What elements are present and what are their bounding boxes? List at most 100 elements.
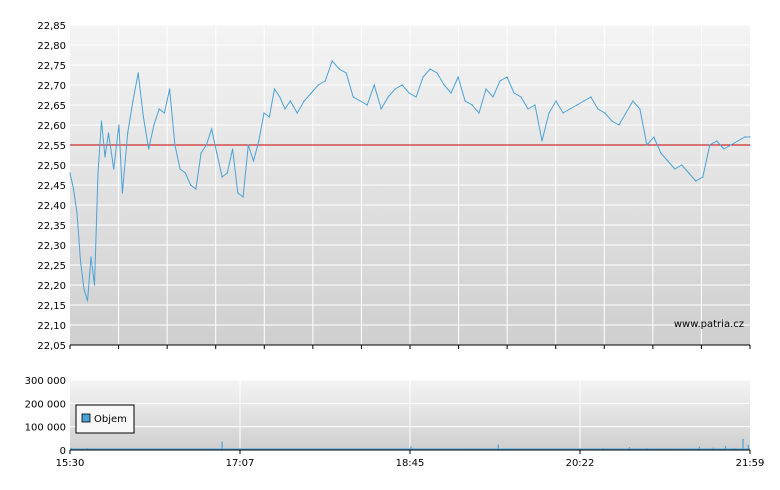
price-y-tick-label: 22,50 bbox=[37, 161, 66, 172]
price-point bbox=[205, 144, 207, 146]
price-point bbox=[394, 88, 396, 90]
price-y-tick-label: 22,20 bbox=[37, 281, 66, 292]
price-y-tick-label: 22,30 bbox=[37, 241, 66, 252]
volume-bar bbox=[747, 444, 749, 450]
price-y-tick-label: 22,45 bbox=[37, 181, 66, 192]
price-point bbox=[107, 132, 110, 134]
price-point bbox=[83, 288, 85, 290]
price-point bbox=[345, 72, 347, 74]
price-point bbox=[72, 188, 75, 190]
price-point bbox=[324, 80, 326, 82]
price-point bbox=[548, 112, 550, 114]
price-point bbox=[401, 84, 403, 86]
price-point bbox=[359, 100, 361, 102]
price-point bbox=[69, 172, 71, 174]
price-point bbox=[744, 136, 746, 138]
price-point bbox=[632, 100, 634, 102]
volume-x-axis-labels: 15:30 17:07 18:45 20:22 21:59 bbox=[56, 450, 764, 469]
price-point bbox=[352, 96, 354, 98]
price-point bbox=[284, 108, 286, 110]
price-point bbox=[513, 92, 515, 94]
price-point bbox=[653, 136, 655, 138]
price-y-tick-label: 22,75 bbox=[37, 61, 66, 72]
price-point bbox=[296, 112, 298, 114]
price-point bbox=[569, 108, 571, 110]
price-point bbox=[268, 116, 270, 118]
price-point bbox=[121, 192, 123, 194]
price-point bbox=[660, 152, 662, 154]
price-point bbox=[226, 172, 228, 174]
price-point bbox=[611, 120, 613, 122]
price-point bbox=[247, 144, 249, 146]
price-point bbox=[142, 116, 144, 118]
price-point bbox=[639, 108, 641, 110]
price-point bbox=[541, 140, 543, 142]
price-point bbox=[562, 112, 564, 114]
price-point bbox=[289, 100, 291, 102]
price-y-tick-label: 22,25 bbox=[37, 261, 66, 272]
volume-bar bbox=[698, 446, 700, 450]
price-point bbox=[118, 124, 120, 126]
price-point bbox=[200, 152, 202, 154]
price-point bbox=[436, 72, 438, 74]
volume-x-tick-label: 17:07 bbox=[226, 458, 255, 469]
volume-panel: 0 100 000 200 000 300 000 15:30 17:07 18:45 20… bbox=[25, 376, 765, 469]
price-y-tick-label: 22,70 bbox=[37, 81, 66, 92]
volume-x-tick-label: 20:22 bbox=[566, 458, 595, 469]
price-point bbox=[681, 164, 683, 166]
volume-y-axis-labels: 0 100 000 200 000 300 000 bbox=[25, 376, 66, 457]
price-point bbox=[485, 88, 487, 90]
price-point bbox=[184, 172, 186, 174]
price-point bbox=[113, 168, 115, 170]
price-point bbox=[667, 160, 669, 162]
watermark: www.patria.cz bbox=[674, 319, 744, 330]
price-point bbox=[279, 96, 281, 98]
price-point bbox=[590, 96, 592, 98]
price-point bbox=[303, 100, 305, 102]
price-y-tick-label: 22,85 bbox=[37, 21, 66, 32]
price-point bbox=[169, 88, 171, 90]
price-point bbox=[464, 100, 466, 102]
price-point bbox=[380, 108, 382, 110]
price-point bbox=[216, 152, 218, 154]
price-point bbox=[273, 88, 276, 90]
price-point bbox=[97, 172, 99, 174]
price-point bbox=[76, 212, 78, 214]
price-point bbox=[646, 144, 648, 146]
price-series-points bbox=[69, 60, 751, 302]
volume-bar bbox=[221, 441, 223, 450]
price-point bbox=[555, 100, 557, 102]
volume-legend: Objem bbox=[75, 404, 135, 434]
price-y-tick-label: 22,80 bbox=[37, 41, 66, 52]
volume-grid bbox=[70, 379, 750, 450]
price-point bbox=[520, 96, 522, 98]
price-point bbox=[148, 148, 150, 150]
price-point bbox=[310, 92, 312, 94]
price-point bbox=[331, 60, 333, 62]
price-point bbox=[716, 140, 718, 142]
price-point bbox=[252, 160, 255, 162]
price-point bbox=[576, 104, 578, 106]
price-point bbox=[730, 144, 732, 146]
price-y-tick-label: 22,15 bbox=[37, 301, 66, 312]
price-y-tick-label: 22,35 bbox=[37, 221, 66, 232]
volume-y-tick-label: 300 000 bbox=[25, 376, 66, 387]
price-y-tick-label: 22,65 bbox=[37, 101, 66, 112]
price-point bbox=[338, 68, 340, 70]
price-point bbox=[415, 96, 417, 98]
price-panel: 22,05 22,10 22,15 22,20 22,25 22,30 22,35 22,40… bbox=[37, 21, 751, 352]
price-point bbox=[86, 300, 89, 302]
price-point bbox=[373, 84, 375, 86]
price-point bbox=[471, 104, 473, 106]
price-point bbox=[132, 100, 134, 102]
price-point bbox=[499, 80, 501, 82]
price-point bbox=[127, 132, 129, 134]
price-point bbox=[625, 112, 627, 114]
volume-bar bbox=[497, 444, 499, 450]
volume-bar bbox=[724, 445, 727, 450]
price-point bbox=[179, 168, 181, 170]
price-point bbox=[79, 260, 82, 262]
price-point bbox=[709, 144, 711, 146]
price-y-axis-labels: 22,05 22,10 22,15 22,20 22,25 22,30 22,35 22,40… bbox=[37, 21, 66, 352]
